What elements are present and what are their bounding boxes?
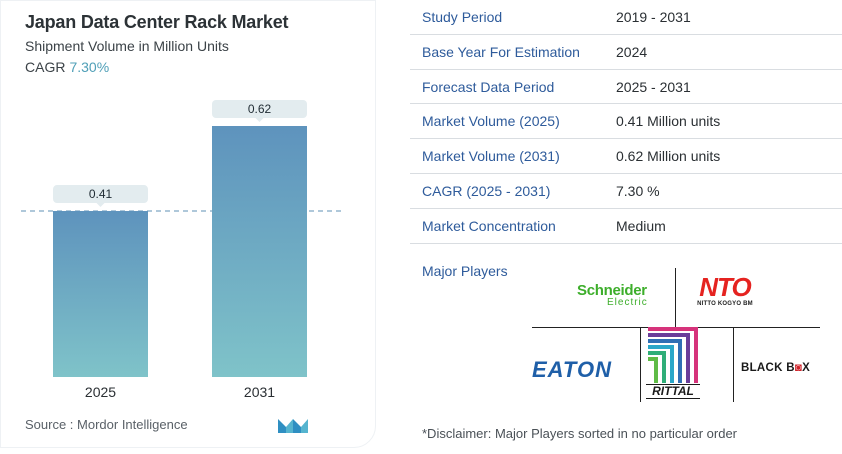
table-row-key: Market Concentration (422, 217, 556, 234)
schneider-electric-logo: Schneider Electric (577, 282, 663, 308)
logo-divider (640, 327, 641, 402)
chart-subtitle: Shipment Volume in Million Units (25, 38, 229, 54)
bar-chart: 0.41 2025 0.62 2031 (21, 100, 343, 400)
cagr-value: 7.30% (69, 59, 110, 75)
bar-2025 (53, 211, 148, 377)
data-label: 0.62 (248, 102, 272, 116)
x-tick-label: 2025 (85, 384, 116, 400)
market-summary-table: Study Period 2019 - 2031 Base Year For Est… (410, 0, 842, 244)
table-row-key: CAGR (2025 - 2031) (422, 182, 551, 199)
data-label-pointer (255, 118, 264, 122)
rittal-logo: RITTAL (646, 384, 700, 399)
table-row-key: Market Volume (2025) (422, 113, 560, 130)
table-row-value: 0.41 Million units (616, 113, 721, 130)
nitto-logo-text: NTO (699, 272, 751, 302)
logo-divider (733, 327, 734, 402)
mordor-logo-icon (278, 419, 308, 433)
schneider-logo-text: Schneider (577, 282, 647, 299)
table-row-value: 2019 - 2031 (616, 9, 691, 25)
table-row-value: 2024 (616, 43, 648, 60)
eaton-logo: EATON (532, 357, 612, 382)
table-row: CAGR (2025 - 2031) 7.30 % (410, 174, 842, 209)
chart-title: Japan Data Center Rack Market (25, 12, 289, 32)
table-row-value: 7.30 % (616, 182, 660, 199)
data-label-background (212, 100, 307, 118)
data-label-pointer (96, 203, 105, 208)
table-row-key: Forecast Data Period (422, 78, 555, 95)
table-row-value: 2025 - 2031 (616, 78, 691, 95)
nitto-logo-subtext: NITTO KOGYO BM (697, 301, 753, 307)
major-players-label: Major Players (422, 263, 508, 279)
table-row-key: Study Period (422, 9, 503, 25)
table-row-key: Market Volume (2031) (422, 148, 560, 165)
table-row-key: Base Year For Estimation (422, 43, 580, 60)
table-row: Market Volume (2031) 0.62 Million units (410, 139, 842, 174)
data-label-background (53, 185, 148, 204)
chart-card: Japan Data Center Rack Market Shipment V… (0, 0, 376, 448)
bar-2031 (212, 126, 307, 377)
black-box-logo-text-end: X (802, 362, 811, 374)
data-label: 0.41 (89, 187, 113, 201)
table-row: Market Concentration Medium (410, 209, 842, 244)
cagr-label: CAGR (25, 59, 66, 75)
table-row: Study Period 2019 - 2031 (410, 0, 842, 35)
nitto-kogyo-logo: NTO NITTO KOGYO BM (690, 272, 760, 307)
table-row-value: 0.62 Million units (616, 148, 721, 165)
logo-divider (675, 268, 676, 327)
disclaimer-note: *Disclaimer: Major Players sorted in no … (422, 426, 738, 441)
cagr-line: CAGR 7.30% (25, 59, 109, 75)
rittal-logo-icon (648, 327, 698, 383)
table-row: Forecast Data Period 2025 - 2031 (410, 70, 842, 105)
table-row-value: Medium (616, 217, 666, 234)
table-row: Base Year For Estimation 2024 (410, 35, 842, 70)
black-box-logo: BLACK B◙X (741, 362, 811, 374)
source-note: Source : Mordor Intelligence (25, 417, 188, 432)
x-tick-label: 2031 (244, 384, 275, 400)
black-box-logo-text: BLACK B (741, 362, 795, 374)
schneider-logo-subtext: Electric (607, 297, 648, 308)
table-row: Market Volume (2025) 0.41 Million units (410, 104, 842, 140)
